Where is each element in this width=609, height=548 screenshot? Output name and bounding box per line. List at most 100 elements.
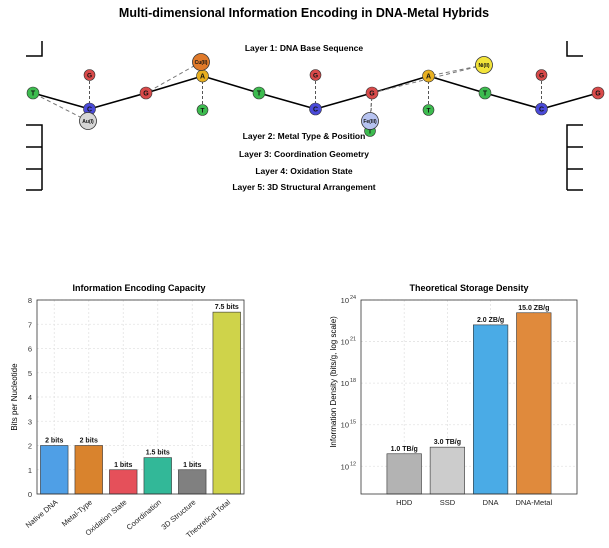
paired-nucleotide-label: T: [201, 108, 205, 115]
nucleotide-label: A: [200, 74, 205, 81]
y-axis-label: Information Density (bits/g, log scale): [329, 316, 338, 448]
backbone-link: [258, 92, 316, 110]
layer-1-label: Layer 1: DNA Base Sequence: [245, 43, 364, 53]
left-top-bracket: [26, 41, 43, 57]
bar: [40, 445, 69, 495]
bar: [178, 469, 207, 495]
bar-data-label: 15.0 ZB/g: [518, 305, 549, 312]
encoding-capacity-chart: Information Encoding Capacity Bits per N…: [10, 283, 245, 540]
bar-data-label: 1.0 TB/g: [391, 446, 418, 453]
nucleotide-node: [252, 86, 266, 100]
x-tick-label: Metal-Type: [60, 498, 94, 529]
y-tick-label: 3: [28, 417, 32, 426]
diagram-nodes: T C G A T C G A T C G G T G T T G Au(I) Cu(II) Fe(III) Ni(II…: [26, 53, 605, 137]
metal-ion-label: Ni(II): [478, 63, 489, 69]
nucleotide-node: [309, 102, 322, 116]
nucleotide-node: [26, 86, 40, 100]
paired-nucleotide-node: [196, 104, 209, 116]
layer-2-label: Layer 2: Metal Type & Position: [243, 131, 366, 141]
x-tick-label: Native DNA: [24, 498, 60, 530]
paired-nucleotide-label: G: [313, 73, 318, 80]
y-tick-exponent: 18: [350, 378, 356, 384]
bar-data-label: 3.0 TB/g: [434, 439, 461, 446]
bar-data-label: 1 bits: [183, 462, 201, 469]
nucleotide-node: [365, 86, 379, 100]
nucleotide-label: C: [87, 107, 92, 114]
nucleotide-label: G: [595, 91, 601, 98]
bar: [473, 324, 509, 495]
paired-nucleotide-node: [83, 69, 96, 81]
y-axis-label: Bits per Nucleotide: [10, 363, 19, 431]
nucleotide-node: [535, 102, 548, 116]
nucleotide-node: [591, 86, 605, 100]
x-tick-label: DNA-Metal: [515, 498, 552, 507]
backbone-link: [145, 75, 203, 94]
y-tick-exponent: 15: [350, 420, 356, 426]
x-tick-label: DNA: [483, 498, 499, 507]
backbone-link: [32, 92, 90, 110]
paired-nucleotide-node: [422, 104, 435, 116]
paired-nucleotide-node: [309, 69, 322, 81]
metal-ion-node: [361, 112, 379, 130]
y-tick-exponent: 12: [350, 461, 356, 467]
nucleotide-label: C: [539, 107, 544, 114]
layer-3-label: Layer 3: Coordination Geometry: [239, 149, 369, 159]
chart-title: Theoretical Storage Density: [409, 283, 528, 293]
nucleotide-label: T: [257, 91, 262, 98]
nucleotide-node: [422, 69, 435, 83]
bar-data-label: 2 bits: [80, 438, 98, 445]
y-tick-label: 1: [28, 466, 32, 475]
y-tick-base: 10: [341, 462, 349, 471]
y-tick-label: 8: [28, 296, 32, 305]
bar: [74, 445, 103, 495]
plot-frame: [360, 299, 578, 495]
paired-nucleotide-label: G: [87, 73, 92, 80]
paired-nucleotide-node: [535, 69, 548, 81]
metal-ion-label: Cu(II): [195, 60, 208, 66]
layer-5-label: Layer 5: 3D Structural Arrangement: [232, 182, 375, 192]
backbone-link: [484, 92, 542, 110]
nucleotide-label: T: [31, 91, 36, 98]
metal-ion-node: [192, 53, 210, 71]
backbone-link: [89, 92, 147, 110]
chart-title: Information Encoding Capacity: [72, 283, 205, 293]
left-bottom-bracket: [26, 124, 43, 191]
y-tick-base: 10: [341, 421, 349, 430]
bar: [429, 446, 465, 495]
y-tick-label: 0: [28, 490, 32, 499]
nucleotide-label: A: [426, 74, 431, 81]
bar-data-label: 1.5 bits: [146, 450, 170, 457]
right-top-bracket: [566, 41, 583, 57]
nucleotide-node: [478, 86, 492, 100]
y-tick-label: 6: [28, 345, 32, 354]
paired-nucleotide-label: G: [539, 73, 544, 80]
nucleotide-label: C: [313, 107, 318, 114]
metal-ion-node: [475, 56, 493, 74]
metal-ion-label: Au(I): [82, 119, 94, 125]
y-tick-exponent: 21: [350, 337, 356, 343]
bar: [143, 457, 172, 495]
bar: [386, 453, 422, 495]
right-bottom-bracket: [566, 124, 583, 191]
dna-metal-diagram: Layer 1: DNA Base Sequence Layer 2: Meta…: [26, 41, 605, 192]
metal-ion-label: Fe(III): [363, 119, 377, 125]
x-tick-label: SSD: [440, 498, 456, 507]
metal-ion-node: [79, 112, 97, 130]
backbone-link: [541, 92, 599, 110]
nucleotide-label: G: [369, 91, 375, 98]
y-tick-label: 5: [28, 369, 32, 378]
y-tick-label: 4: [28, 393, 32, 402]
x-tick-label: Coordination: [125, 498, 163, 532]
paired-nucleotide-label: T: [368, 129, 372, 136]
bar-data-label: 7.5 bits: [215, 304, 239, 311]
figure-title: Multi-dimensional Information Encoding i…: [119, 6, 489, 20]
bar: [109, 469, 138, 495]
bar: [212, 311, 241, 495]
y-tick-exponent: 24: [350, 295, 356, 301]
bar-data-label: 2 bits: [45, 438, 63, 445]
metal-coordination-link: [145, 61, 202, 94]
y-tick-label: 7: [28, 320, 32, 329]
backbone-link: [428, 75, 486, 94]
storage-density-chart: Theoretical Storage Density Information …: [329, 283, 578, 507]
